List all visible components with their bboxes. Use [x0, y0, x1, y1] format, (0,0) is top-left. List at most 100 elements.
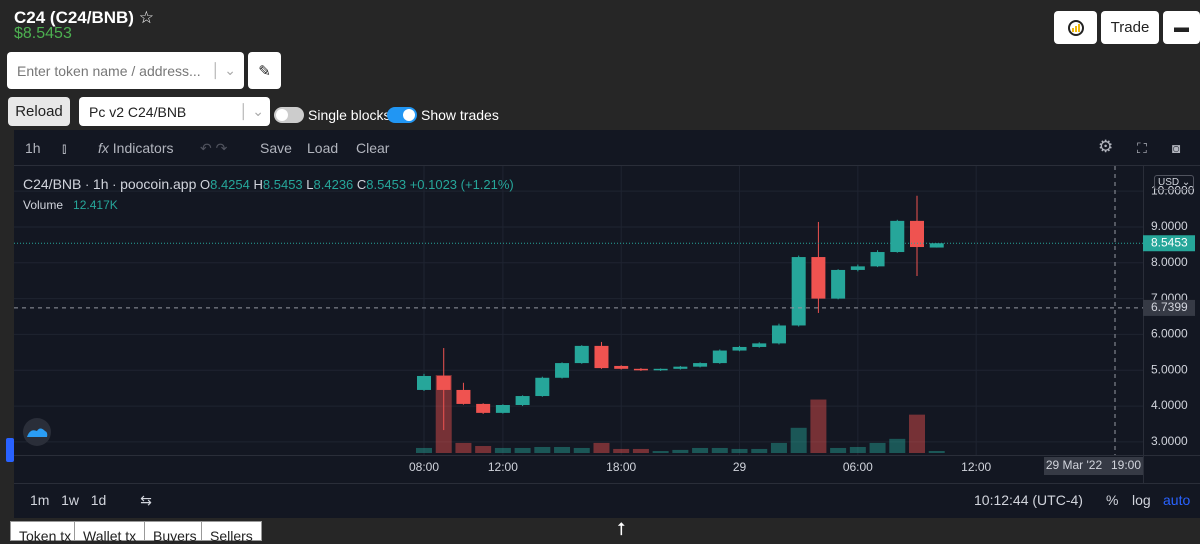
single-blocks-toggle[interactable]: [274, 107, 304, 123]
ohlc-key: H: [253, 177, 263, 192]
log-button[interactable]: log: [1132, 492, 1151, 508]
clear-button[interactable]: Clear: [356, 140, 390, 156]
range-button[interactable]: 1d: [90, 492, 107, 508]
volume-bar: [751, 448, 768, 453]
candle-body: [436, 375, 451, 390]
candle-body: [910, 220, 924, 248]
y-tick-label: 5.0000: [1151, 362, 1188, 376]
x-tick-label: 12:00: [961, 460, 991, 474]
volume-name: Volume: [23, 198, 64, 212]
dropdown-icon: │ ⌄: [239, 103, 264, 119]
candle-body: [752, 343, 767, 347]
volume-bar: [731, 448, 748, 453]
load-button[interactable]: Load: [307, 140, 339, 156]
candle-body: [693, 363, 708, 367]
volume-bar: [573, 447, 590, 453]
tab[interactable]: Buyers: [144, 521, 206, 544]
wallet-button[interactable]: ▬: [1163, 11, 1200, 44]
candle-body: [633, 368, 648, 371]
volume-bar: [711, 447, 728, 453]
indicators-text: Indicators: [112, 140, 174, 156]
settings-button[interactable]: ⚙: [1098, 137, 1114, 156]
x-tick-label: 06:00: [843, 460, 873, 474]
volume-bar: [455, 442, 472, 453]
tab[interactable]: Sellers: [201, 521, 262, 544]
volume-bar: [810, 399, 827, 453]
candle-type-button[interactable]: ⫾: [62, 140, 67, 156]
pair-select[interactable]: Pc v2 C24/BNB │ ⌄: [79, 97, 270, 126]
ohlc-value: 8.5453: [366, 177, 407, 192]
range-button[interactable]: 1w: [61, 492, 80, 508]
y-tick-label: 4.0000: [1151, 398, 1188, 412]
title-text: C24 (C24/BNB): [14, 8, 134, 27]
dropdown-icon: │ ⌄: [211, 62, 236, 78]
ohlc-value: 8.5453: [262, 177, 303, 192]
currency-select[interactable]: USD ⌄: [1154, 175, 1195, 190]
crosshair-time-box: [1044, 457, 1143, 475]
tab[interactable]: Token tx: [10, 521, 81, 544]
tab[interactable]: Wallet tx: [74, 521, 146, 544]
interval-button[interactable]: 1h: [25, 140, 41, 156]
indicators-button[interactable]: fx Indicators: [98, 140, 174, 156]
show-trades-toggle[interactable]: [387, 107, 417, 123]
volume-bar: [632, 448, 649, 453]
token-price: $8.5453: [14, 25, 72, 42]
range-buttons: 1m 1w 1d ⇆: [30, 492, 152, 509]
save-button[interactable]: Save: [260, 140, 292, 156]
crosshair-price-box: [1143, 299, 1195, 316]
clock: 10:12:44 (UTC-4): [974, 492, 1083, 508]
legend-change: +0.1023 (+1.21%): [409, 177, 514, 192]
candle-body: [417, 375, 431, 390]
y-tick-label: 9.0000: [1151, 219, 1188, 233]
legend-symbol: C24/BNB: [23, 176, 82, 192]
last-price-label: 8.5453: [1151, 235, 1188, 249]
pair-text: Pc v2 C24/BNB: [89, 103, 187, 120]
volume-bar: [692, 447, 709, 453]
percent-button[interactable]: %: [1106, 492, 1119, 508]
snapshot-button[interactable]: ◙: [1172, 140, 1181, 156]
crosshair-date: 29 Mar '22: [1046, 458, 1103, 472]
volume-legend: Volume 12.417K: [23, 198, 118, 212]
ohlc-key: C: [356, 177, 367, 192]
star[interactable]: ☆: [138, 8, 154, 27]
y-tick-label: 6.0000: [1151, 327, 1188, 341]
fullscreen-button[interactable]: ⛶: [1137, 140, 1147, 156]
range-button[interactable]: 1m: [30, 492, 50, 508]
x-tick-label: 12:00: [488, 460, 518, 474]
undo-redo[interactable]: ↶ ↷: [200, 140, 228, 156]
volume-bar: [830, 447, 847, 453]
show-trades-label: Show trades: [421, 107, 499, 123]
token-search[interactable]: Enter token name / address... │ ⌄: [7, 52, 244, 89]
volume-bar: [909, 414, 925, 453]
candle-body: [614, 365, 629, 369]
volume-bar: [928, 450, 945, 453]
auto-button[interactable]: auto: [1163, 492, 1191, 508]
volume-bar: [494, 447, 511, 453]
logo: [27, 428, 48, 437]
volume-value: 12.417K: [73, 198, 118, 212]
edit-button[interactable]: ✎: [248, 52, 281, 89]
scroll-up[interactable]: ⭡: [617, 519, 626, 539]
ohlc-key: L: [306, 177, 314, 192]
trade-button[interactable]: Trade: [1101, 11, 1159, 44]
y-tick-label: 3.0000: [1151, 434, 1188, 448]
y-tick-label: 10.0000: [1151, 183, 1195, 197]
volume-bar: [554, 446, 571, 453]
x-tick-label: 18:00: [606, 460, 636, 474]
candle-body: [673, 366, 688, 369]
volume-bar: [869, 442, 886, 453]
volume-bar: [889, 438, 906, 453]
ohlc-key: O: [199, 177, 211, 192]
candle-body: [929, 243, 944, 248]
chart-panel: [14, 130, 1200, 518]
candle-body: [831, 269, 846, 299]
token-title: C24 (C24/BNB) ☆: [14, 8, 154, 28]
candle-body: [535, 377, 550, 397]
goto-date[interactable]: ⇆: [140, 492, 152, 508]
chart-button[interactable]: [1054, 11, 1097, 44]
volume-bar: [790, 427, 807, 453]
candle-body: [495, 404, 510, 413]
reload-button[interactable]: Reload: [8, 97, 70, 126]
ohlc-value: 8.4254: [210, 177, 250, 192]
